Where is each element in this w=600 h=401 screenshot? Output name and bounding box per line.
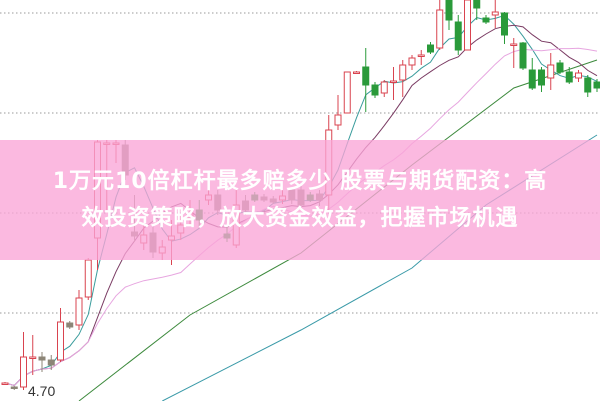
candle-up: [510, 43, 518, 46]
candle-down: [565, 71, 573, 83]
candle-up: [334, 114, 342, 126]
candle-down: [10, 386, 18, 389]
candle-down: [66, 322, 74, 328]
candle-up: [353, 71, 360, 74]
candle-up: [417, 54, 425, 57]
candle-up: [547, 64, 555, 79]
candle-up: [491, 11, 499, 16]
candle-up: [436, 9, 444, 49]
candle-up: [380, 81, 388, 94]
candle-up: [20, 356, 27, 388]
candle-down: [593, 81, 600, 89]
candle-up: [408, 57, 416, 66]
candle-up: [343, 71, 351, 114]
candle-up: [1, 382, 9, 385]
candle-down: [519, 42, 527, 69]
headline-banner: 1万元10倍杠杆最多赔多少 股票与期货配资：高 效投资策略，放大资金效益，把握市…: [0, 140, 600, 260]
candle-down: [528, 69, 536, 89]
candle-down: [454, 21, 462, 51]
candle-down: [501, 12, 508, 36]
candle-up: [29, 356, 37, 359]
candle-up: [575, 72, 582, 79]
headline-line-2: 效投资策略，放大资金效益，把握市场机遇: [81, 206, 519, 231]
low-price-label: 4.70: [28, 383, 56, 399]
candle-down: [38, 356, 46, 361]
candle-up: [399, 64, 407, 81]
candle-down: [445, 0, 453, 21]
candle-up: [75, 297, 83, 326]
candle-down: [427, 44, 434, 53]
candle-up: [57, 321, 64, 361]
headline-line-1: 1万元10倍杠杆最多赔多少 股票与期货配资：高: [52, 169, 548, 194]
candle-down: [473, 0, 481, 9]
candle-down: [47, 359, 55, 366]
candle-up: [390, 80, 397, 83]
candle-down: [584, 77, 592, 93]
candle-up: [464, 0, 471, 51]
candle-down: [371, 84, 379, 96]
candle-down: [482, 17, 490, 23]
candle-down: [538, 69, 545, 86]
candle-up: [84, 259, 92, 298]
candle-down: [362, 66, 370, 86]
candle-down: [556, 62, 564, 73]
